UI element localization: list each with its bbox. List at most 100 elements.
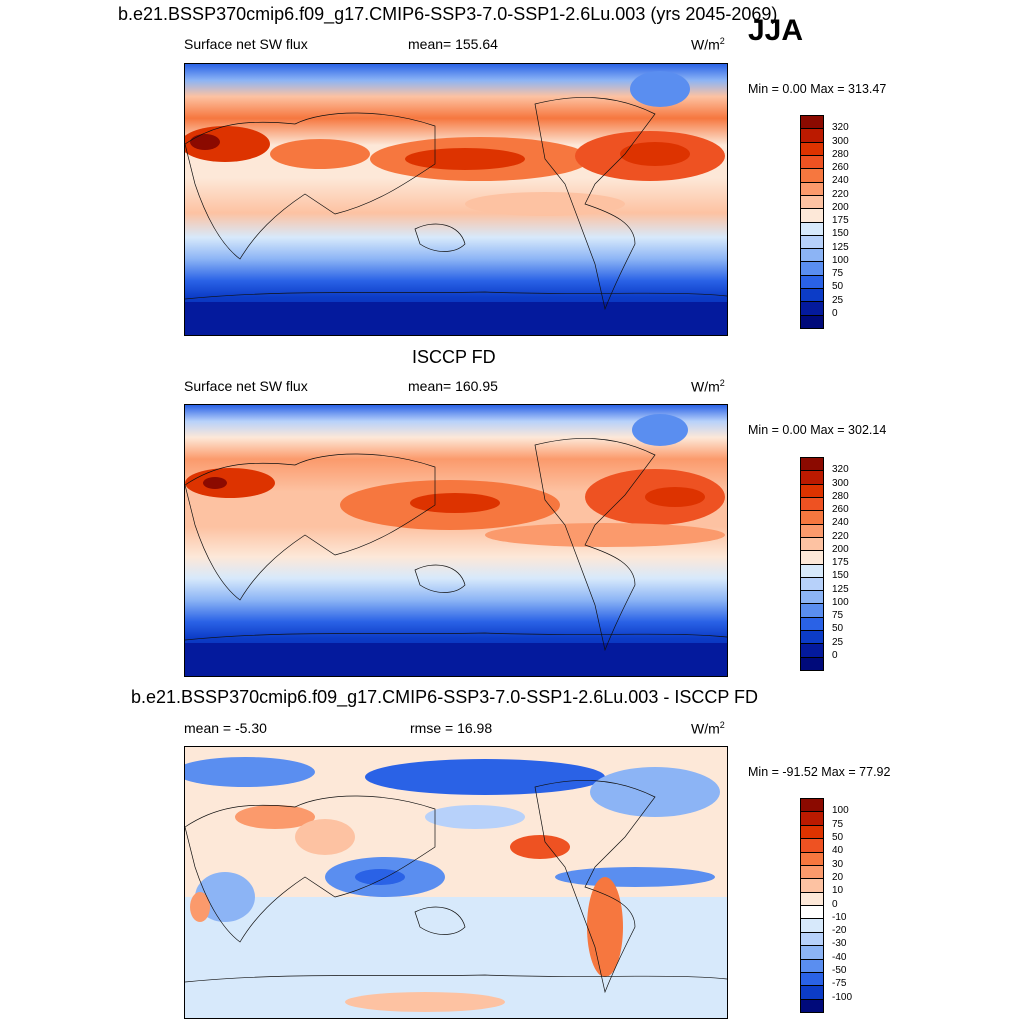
panel3-units: W/m2 — [691, 720, 725, 737]
colorbar-swatch — [801, 563, 823, 577]
colorbar-swatch — [801, 864, 823, 879]
colorbar-swatch — [801, 971, 823, 986]
colorbar-swatch — [801, 261, 823, 275]
colorbar-tick-label: 100 — [832, 254, 849, 266]
colorbar-swatch — [801, 248, 823, 262]
colorbar-tick-label: 30 — [832, 858, 844, 870]
colorbar-swatch — [801, 603, 823, 617]
colorbar-swatch — [801, 590, 823, 604]
colorbar-tick-label: 220 — [832, 188, 849, 200]
colorbar-swatch — [801, 918, 823, 932]
colorbar-tick-label: 125 — [832, 583, 849, 595]
panel2-units: W/m2 — [691, 378, 725, 395]
colorbar-swatch — [801, 181, 823, 195]
colorbar-tick-label: 200 — [832, 543, 849, 555]
colorbar-tick-label: 260 — [832, 504, 849, 515]
colorbar-tick-label: 150 — [832, 570, 849, 582]
colorbar-swatch — [801, 824, 823, 839]
panel2-map — [184, 404, 728, 677]
colorbar-tick-label: 0 — [832, 898, 838, 910]
colorbar-tick-label: 100 — [832, 805, 849, 817]
colorbar-tick-label: 175 — [832, 557, 849, 568]
colorbar-swatch — [801, 799, 823, 812]
colorbar-swatch — [801, 945, 823, 959]
colorbar-swatch — [801, 288, 823, 302]
colorbar-swatch — [801, 656, 823, 670]
colorbar-swatch — [801, 510, 823, 524]
colorbar-swatch — [801, 630, 823, 644]
panel2-mean-label: mean= 160.95 — [408, 378, 498, 394]
colorbar-tick-label: 280 — [832, 490, 849, 502]
panel1-map — [184, 63, 728, 336]
colorbar-swatch — [801, 958, 823, 972]
colorbar-tick-label: 260 — [832, 162, 849, 173]
colorbar-tick-label: -75 — [832, 978, 847, 990]
colorbar-swatch — [801, 550, 823, 564]
colorbar-swatch — [801, 891, 823, 905]
colorbar-tick-label: 75 — [832, 610, 844, 621]
colorbar-tick-label: 40 — [832, 845, 844, 857]
panel3-minmax: Min = -91.52 Max = 77.92 — [748, 765, 891, 779]
panel3-rmse-label: rmse = 16.98 — [410, 720, 493, 736]
colorbar-tick-label: 200 — [832, 201, 849, 213]
colorbar-tick-label: 75 — [832, 268, 844, 279]
colorbar-swatch — [801, 536, 823, 551]
colorbar-swatch — [801, 154, 823, 169]
colorbar-swatch — [801, 274, 823, 289]
panel1-minmax: Min = 0.00 Max = 313.47 — [748, 82, 887, 96]
colorbar-tick-label: 240 — [832, 517, 849, 529]
panel3-title: b.e21.BSSP370cmip6.f09_g17.CMIP6-SSP3-7.… — [131, 687, 759, 707]
colorbar-swatch — [801, 458, 823, 471]
colorbar-swatch — [801, 208, 823, 222]
colorbar-swatch — [801, 998, 823, 1012]
colorbar-swatch — [801, 878, 823, 892]
colorbar-tick-label: 100 — [832, 596, 849, 608]
colorbar-tick-label: 320 — [832, 464, 849, 476]
colorbar-tick-label: 50 — [832, 623, 844, 635]
colorbar-tick-label: 125 — [832, 241, 849, 253]
colorbar-swatch — [801, 483, 823, 497]
panel3-map — [184, 746, 728, 1019]
colorbar-tick-label: 10 — [832, 885, 844, 897]
colorbar-tick-label: -20 — [832, 925, 847, 937]
colorbar-swatch — [801, 128, 823, 142]
panel3-mean-label: mean = -5.30 — [184, 720, 267, 736]
colorbar-tick-label: 25 — [832, 636, 844, 648]
colorbar-tick-label: 240 — [832, 175, 849, 187]
colorbar-swatch — [801, 523, 823, 537]
colorbar-swatch — [801, 194, 823, 209]
colorbar-swatch — [801, 168, 823, 182]
colorbar-swatch — [801, 851, 823, 865]
colorbar-swatch — [801, 616, 823, 631]
panel3-colorbar — [800, 798, 824, 1013]
colorbar-tick-label: 50 — [832, 281, 844, 293]
colorbar-tick-label: 280 — [832, 148, 849, 160]
colorbar-tick-label: -30 — [832, 938, 847, 950]
colorbar-swatch — [801, 985, 823, 999]
colorbar-swatch — [801, 314, 823, 328]
colorbar-swatch — [801, 576, 823, 591]
colorbar-tick-label: 300 — [832, 135, 849, 147]
colorbar-tick-label: 150 — [832, 228, 849, 240]
colorbar-swatch — [801, 643, 823, 657]
panel2-colorbar — [800, 457, 824, 671]
colorbar-swatch — [801, 931, 823, 946]
season-label: JJA — [748, 14, 804, 47]
colorbar-tick-label: 300 — [832, 477, 849, 489]
colorbar-tick-label: -40 — [832, 951, 847, 963]
panel1-mean-label: mean= 155.64 — [408, 36, 498, 52]
colorbar-swatch — [801, 234, 823, 249]
colorbar-tick-label: -10 — [832, 911, 847, 923]
colorbar-swatch — [801, 496, 823, 511]
colorbar-swatch — [801, 905, 823, 919]
colorbar-tick-label: 50 — [832, 831, 844, 843]
colorbar-swatch — [801, 116, 823, 129]
colorbar-tick-label: -50 — [832, 965, 847, 977]
colorbar-swatch — [801, 301, 823, 315]
colorbar-tick-label: 220 — [832, 530, 849, 542]
panel2-variable-label: Surface net SW flux — [184, 378, 308, 394]
colorbar-swatch — [801, 141, 823, 155]
panel1-units: W/m2 — [691, 36, 725, 53]
colorbar-tick-label: -100 — [832, 991, 853, 1003]
panel1-variable-label: Surface net SW flux — [184, 36, 308, 52]
